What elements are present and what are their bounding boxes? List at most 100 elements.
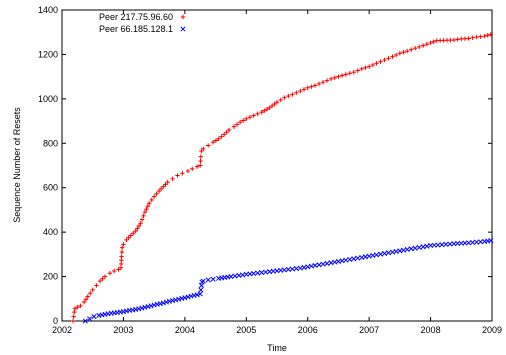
x-tick-label: 2005	[236, 325, 256, 335]
data-point	[455, 37, 460, 42]
data-point	[81, 299, 87, 305]
data-point	[151, 194, 157, 199]
data-point	[355, 68, 360, 73]
data-point	[82, 318, 88, 324]
data-point	[116, 267, 121, 272]
plot-frame	[61, 9, 493, 322]
legend-marker-symbol	[180, 14, 186, 20]
data-point	[90, 287, 95, 293]
data-point	[343, 72, 348, 77]
data-point	[139, 217, 145, 222]
data-point	[269, 103, 275, 109]
data-point	[474, 239, 480, 245]
data-point	[210, 276, 216, 282]
data-point	[126, 235, 131, 240]
data-point	[343, 257, 349, 263]
data-point	[221, 132, 227, 137]
data-point	[198, 163, 203, 168]
series-2-points	[82, 238, 494, 324]
data-point	[347, 71, 352, 76]
data-point	[87, 316, 93, 322]
data-point	[234, 122, 240, 127]
data-point	[232, 273, 238, 279]
data-point	[133, 228, 138, 234]
data-point	[259, 270, 265, 276]
data-point	[237, 119, 243, 125]
data-point	[281, 267, 287, 273]
data-point	[316, 262, 322, 268]
data-point	[312, 83, 318, 88]
data-point	[401, 50, 406, 55]
data-point	[166, 298, 173, 304]
data-point	[393, 52, 399, 58]
data-point	[138, 221, 143, 226]
legend-label-series-2: Peer 66.185.128.1	[99, 24, 173, 34]
y-tick-label: 1000	[38, 94, 58, 104]
data-point	[409, 47, 414, 52]
data-point	[124, 237, 129, 243]
data-point	[251, 270, 257, 277]
data-point	[224, 129, 229, 135]
data-point	[160, 300, 166, 306]
data-point	[382, 57, 387, 63]
data-point	[97, 278, 103, 284]
data-point	[478, 34, 483, 39]
data-point	[118, 265, 124, 270]
data-point	[251, 113, 256, 118]
data-point	[185, 168, 191, 174]
data-point	[226, 127, 232, 133]
data-point	[377, 251, 384, 257]
data-point	[355, 255, 361, 261]
data-point	[443, 241, 449, 247]
data-point	[180, 171, 185, 176]
data-point	[386, 56, 391, 61]
data-point	[424, 42, 430, 47]
data-point	[397, 51, 403, 56]
data-point	[159, 186, 164, 192]
data-point	[488, 32, 493, 37]
data-point	[119, 249, 125, 255]
x-tick-label: 2003	[113, 325, 133, 335]
data-point	[431, 39, 436, 44]
x-tick-label: 2002	[52, 325, 72, 335]
x-tick-label: 2006	[298, 325, 318, 335]
data-point	[91, 314, 97, 320]
data-point	[459, 36, 464, 42]
data-point	[309, 84, 314, 89]
data-point	[194, 164, 200, 169]
data-point	[136, 223, 142, 229]
data-point	[185, 294, 191, 300]
data-point	[194, 292, 200, 298]
data-point	[88, 291, 93, 296]
data-point	[264, 107, 270, 112]
data-point	[488, 238, 494, 244]
y-axis-label: Sequence Number of Resets	[12, 107, 22, 223]
data-point	[118, 261, 124, 267]
data-point	[175, 173, 180, 178]
data-point	[198, 287, 204, 293]
data-point	[119, 258, 124, 263]
data-point	[289, 266, 295, 272]
data-point	[142, 304, 148, 310]
data-point	[70, 318, 76, 324]
data-point	[120, 245, 125, 250]
data-point	[219, 134, 224, 139]
y-tick-label: 600	[43, 183, 58, 193]
data-point	[351, 256, 357, 262]
y-tick-label: 800	[43, 138, 58, 148]
series-layer	[70, 32, 494, 324]
data-point	[462, 36, 468, 41]
data-point	[121, 242, 126, 247]
data-point	[298, 88, 303, 94]
data-point	[373, 252, 380, 258]
x-tick-label: 2004	[175, 325, 195, 335]
data-point	[72, 306, 78, 311]
data-point	[412, 245, 418, 251]
data-point	[75, 305, 80, 310]
data-point	[447, 241, 453, 247]
data-point	[466, 240, 472, 246]
data-point	[405, 48, 410, 54]
data-point	[282, 95, 287, 100]
data-point	[366, 64, 372, 69]
data-point	[100, 276, 105, 281]
